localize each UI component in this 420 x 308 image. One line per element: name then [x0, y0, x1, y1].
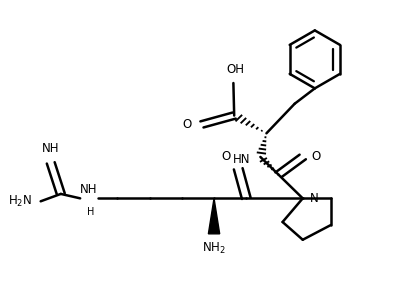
Text: H$_2$N: H$_2$N: [8, 194, 33, 209]
Text: HN: HN: [233, 153, 250, 166]
Text: NH: NH: [42, 142, 60, 155]
Polygon shape: [208, 198, 220, 234]
Text: O: O: [312, 150, 321, 164]
Text: N: N: [310, 192, 319, 205]
Text: NH: NH: [80, 183, 98, 196]
Text: OH: OH: [226, 63, 244, 76]
Text: O: O: [183, 118, 192, 131]
Text: NH$_2$: NH$_2$: [202, 241, 226, 256]
Text: H: H: [87, 207, 94, 217]
Text: O: O: [222, 151, 231, 164]
